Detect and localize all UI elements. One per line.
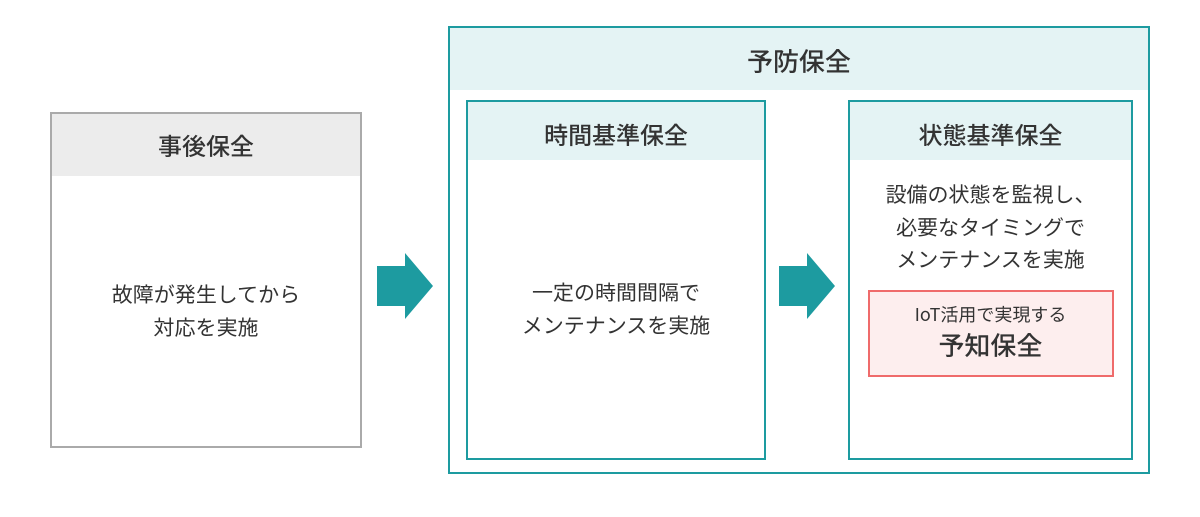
time-based-body: 一定の時間間隔でメンテナンスを実施	[468, 160, 764, 458]
condition-based-box: 状態基準保全 設備の状態を監視し、必要なタイミングでメンテナンスを実施 IoT活…	[848, 100, 1133, 460]
preventive-title: 予防保全	[450, 28, 1148, 90]
time-based-box: 時間基準保全 一定の時間間隔でメンテナンスを実施	[466, 100, 766, 460]
reactive-title: 事後保全	[52, 114, 360, 176]
arrow-icon	[779, 253, 835, 319]
arrow-icon	[377, 253, 433, 319]
reactive-maintenance-box: 事後保全 故障が発生してから対応を実施	[50, 112, 362, 448]
callout-line2: 予知保全	[884, 327, 1098, 363]
maintenance-diagram: 事後保全 故障が発生してから対応を実施 予防保全 時間基準保全 一定の時間間隔で…	[0, 0, 1200, 517]
reactive-body: 故障が発生してから対応を実施	[52, 176, 360, 446]
predictive-callout: IoT活用で実現する 予知保全	[868, 290, 1114, 378]
callout-line1: IoT活用で実現する	[884, 302, 1098, 327]
time-based-title: 時間基準保全	[468, 102, 764, 160]
condition-based-body: 設備の状態を監視し、必要なタイミングでメンテナンスを実施 IoT活用で実現する …	[850, 160, 1131, 458]
condition-based-text: 設備の状態を監視し、必要なタイミングでメンテナンスを実施	[886, 178, 1096, 276]
condition-based-title: 状態基準保全	[850, 102, 1131, 160]
